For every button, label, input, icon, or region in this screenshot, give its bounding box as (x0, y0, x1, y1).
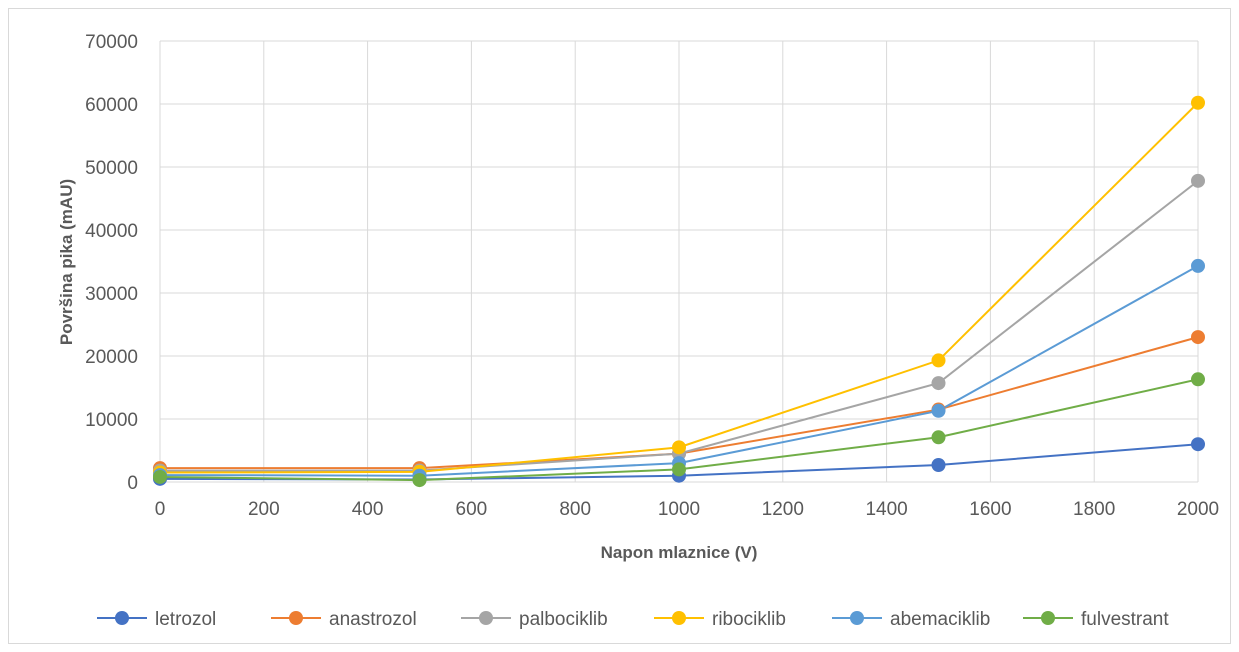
y-tick-label: 70000 (85, 32, 138, 53)
point-abemaciklib (931, 403, 946, 418)
legend-item-letrozol: letrozol (97, 609, 216, 630)
legend-marker (1041, 611, 1055, 625)
point-anastrozol (1191, 330, 1205, 345)
legend-label: ribociklib (712, 609, 786, 630)
legend-label: palbociklib (519, 609, 608, 630)
point-fulvestrant (412, 473, 427, 488)
chart-frame (8, 8, 1231, 644)
point-ribociklib (672, 440, 686, 455)
point-palbociklib (1191, 173, 1205, 188)
point-fulvestrant (153, 469, 167, 484)
point-abemaciklib (1191, 258, 1205, 273)
legend: letrozol anastrozol palbociklib ribociklib a… (97, 609, 1169, 630)
legend-marker (479, 611, 493, 625)
legend-item-palbociklib: palbociklib (461, 609, 608, 630)
x-axis-title: Napon mlaznice (V) (601, 543, 758, 562)
x-tick-label: 200 (248, 499, 280, 520)
point-ribociklib (931, 353, 946, 368)
legend-marker (672, 611, 686, 625)
point-fulvestrant (931, 430, 946, 445)
legend-marker (850, 611, 864, 625)
legend-item-ribociklib: ribociklib (654, 609, 786, 630)
point-fulvestrant (672, 462, 686, 477)
point-fulvestrant (1191, 372, 1205, 387)
legend-item-anastrozol: anastrozol (271, 609, 417, 630)
x-tick-label: 0 (155, 499, 166, 520)
y-tick-label: 50000 (85, 158, 138, 179)
x-tick-label: 1600 (969, 499, 1011, 520)
legend-label: fulvestrant (1081, 609, 1169, 630)
y-tick-label: 10000 (85, 410, 138, 431)
point-letrozol (931, 457, 946, 472)
y-tick-label: 60000 (85, 95, 138, 116)
grid-lines (159, 40, 1199, 483)
legend-label: letrozol (155, 609, 216, 630)
legend-label: anastrozol (329, 609, 417, 630)
y-tick-label: 30000 (85, 284, 138, 305)
legend-label: abemaciklib (890, 609, 990, 630)
y-axis-title: Površina pika (mAU) (57, 179, 76, 345)
legend-marker (289, 611, 303, 625)
y-tick-label: 0 (127, 473, 138, 494)
x-tick-label: 400 (352, 499, 384, 520)
y-tick-label: 20000 (85, 347, 138, 368)
x-tick-label: 1400 (865, 499, 907, 520)
series-points (153, 95, 1205, 488)
point-letrozol (1191, 437, 1205, 452)
x-tick-labels: 0 200 400 600 800 1000 1200 1400 1600 1800 2000 (155, 499, 1219, 520)
legend-item-abemaciklib: abemaciklib (832, 609, 990, 630)
y-tick-label: 40000 (85, 221, 138, 242)
legend-marker (115, 611, 129, 625)
y-tick-labels: 0 10000 20000 30000 40000 50000 60000 70000 (85, 32, 138, 494)
legend-item-fulvestrant: fulvestrant (1023, 609, 1169, 630)
x-tick-label: 2000 (1177, 499, 1219, 520)
x-tick-label: 1800 (1073, 499, 1115, 520)
x-tick-label: 1200 (762, 499, 804, 520)
x-tick-label: 1000 (658, 499, 700, 520)
x-tick-label: 800 (559, 499, 591, 520)
point-ribociklib (1191, 95, 1205, 110)
point-palbociklib (931, 376, 946, 391)
x-tick-label: 600 (456, 499, 488, 520)
